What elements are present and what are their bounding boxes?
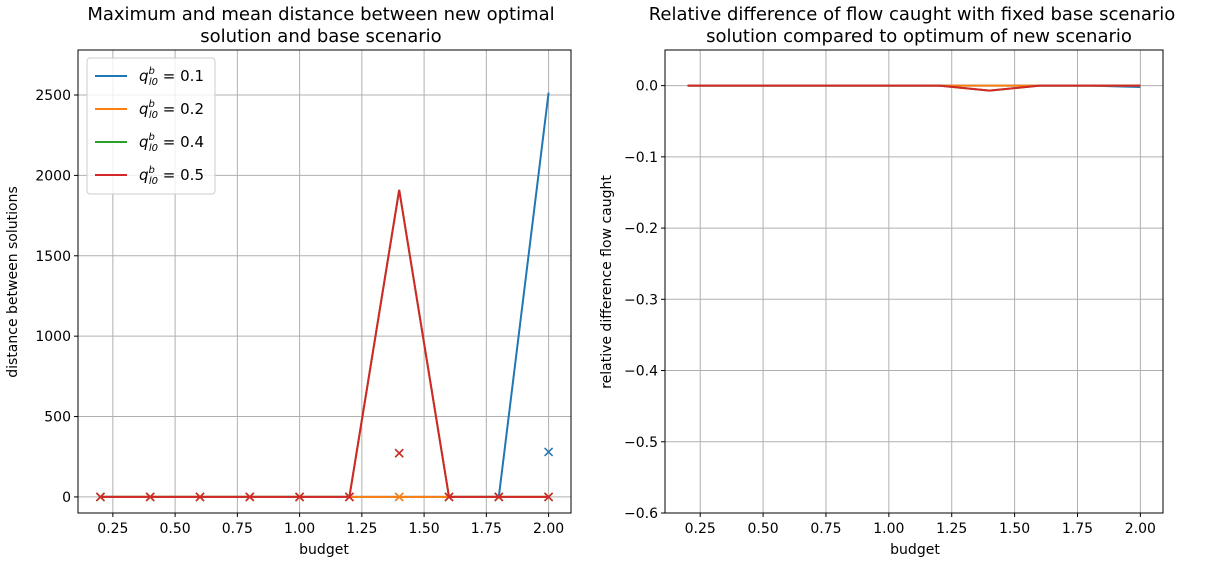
- x-tick-label: 1.75: [1062, 521, 1093, 537]
- legend-entry: qb l0 = 0.2: [139, 99, 204, 121]
- x-tick-label: 1.25: [346, 521, 377, 537]
- mean-marker: [245, 492, 255, 502]
- distance-chart-title-line1: Maximum and mean distance between new op…: [87, 4, 554, 25]
- y-tick-label: −0.2: [624, 221, 658, 237]
- relative-difference-chart-frame: [664, 49, 1164, 514]
- distance-chart-title-line2: solution and base scenario: [200, 26, 441, 47]
- y-tick-label: 1500: [35, 249, 71, 265]
- y-tick-label: −0.6: [624, 506, 658, 522]
- series-line-3: [100, 189, 549, 498]
- relative-difference-chart-ylabel: relative difference flow caught: [599, 175, 615, 389]
- mean-marker: [295, 492, 305, 502]
- series-line-2: [100, 189, 549, 498]
- y-tick-label: 2500: [35, 88, 71, 104]
- legend-entry: qb l0 = 0.5: [139, 165, 204, 187]
- y-tick-label: 0: [62, 490, 71, 506]
- y-tick-label: 2000: [35, 168, 71, 184]
- distance-chart-grid: [78, 50, 571, 513]
- relative-difference-chart-grid: [665, 50, 1163, 514]
- distance-chart-series: [95, 92, 554, 502]
- x-tick-label: 0.25: [685, 521, 716, 537]
- x-tick-label: 0.25: [97, 521, 128, 537]
- x-tick-label: 1.00: [873, 521, 904, 537]
- relative-difference-chart: Relative difference of flow caught with …: [599, 4, 1175, 558]
- distance-chart-frame: [77, 49, 572, 514]
- legend-box: [86, 57, 216, 195]
- relative-difference-chart-series: [687, 84, 1141, 92]
- mean-marker: [145, 492, 155, 502]
- x-tick-label: 0.50: [748, 521, 779, 537]
- mean-marker: [195, 492, 205, 502]
- mean-marker: [394, 448, 404, 458]
- distance-chart-x-ticks: 0.25 0.50 0.75 1.00 1.25 1.50 1.75 2.00: [97, 513, 564, 537]
- y-tick-label: −0.3: [624, 292, 658, 308]
- x-tick-label: 1.50: [999, 521, 1030, 537]
- mean-marker: [544, 447, 554, 457]
- relative-difference-chart-title-line1: Relative difference of flow caught with …: [649, 4, 1176, 25]
- y-tick-label: −0.1: [624, 150, 658, 166]
- mean-marker: [394, 492, 404, 502]
- y-tick-label: 500: [44, 410, 71, 426]
- distance-chart-y-ticks: 0 500 1000 1500 2000 2500: [35, 88, 78, 506]
- x-tick-label: 0.50: [160, 521, 191, 537]
- x-tick-label: 1.75: [471, 521, 502, 537]
- relative-difference-chart-y-ticks: 0.0 −0.1 −0.2 −0.3 −0.4 −0.5 −0.6: [624, 79, 665, 522]
- legend-entry: qb l0 = 0.4: [139, 132, 204, 154]
- y-tick-label: 0.0: [636, 79, 658, 95]
- x-tick-label: 1.50: [409, 521, 440, 537]
- distance-chart-xlabel: budget: [299, 542, 349, 558]
- mean-marker: [95, 492, 105, 502]
- distance-chart-ylabel: distance between solutions: [5, 186, 21, 378]
- x-tick-label: 2.00: [1125, 521, 1156, 537]
- legend: qb l0 = 0.1 qb l0 = 0.2 qb l0 = 0.4 qb l0 = 0.5: [86, 57, 216, 195]
- relative-difference-chart-title-line2: solution compared to optimum of new scen…: [706, 26, 1132, 47]
- relative-difference-chart-x-ticks: 0.25 0.50 0.75 1.00 1.25 1.50 1.75 2.00: [685, 513, 1156, 537]
- x-tick-label: 0.75: [810, 521, 841, 537]
- x-tick-label: 2.00: [533, 521, 564, 537]
- mean-marker: [444, 492, 454, 502]
- y-tick-label: −0.5: [624, 435, 658, 451]
- y-tick-label: −0.4: [624, 364, 658, 380]
- relative-difference-chart-xlabel: budget: [890, 542, 940, 558]
- x-tick-label: 0.75: [222, 521, 253, 537]
- mean-marker: [494, 492, 504, 502]
- x-tick-label: 1.25: [936, 521, 967, 537]
- x-tick-label: 1.00: [284, 521, 315, 537]
- legend-entry: qb l0 = 0.1: [139, 66, 204, 88]
- mean-marker: [544, 492, 554, 502]
- series-line-3: [687, 84, 1141, 92]
- distance-chart: Maximum and mean distance between new op…: [5, 4, 572, 558]
- y-tick-label: 1000: [35, 329, 71, 345]
- mean-marker: [344, 492, 354, 502]
